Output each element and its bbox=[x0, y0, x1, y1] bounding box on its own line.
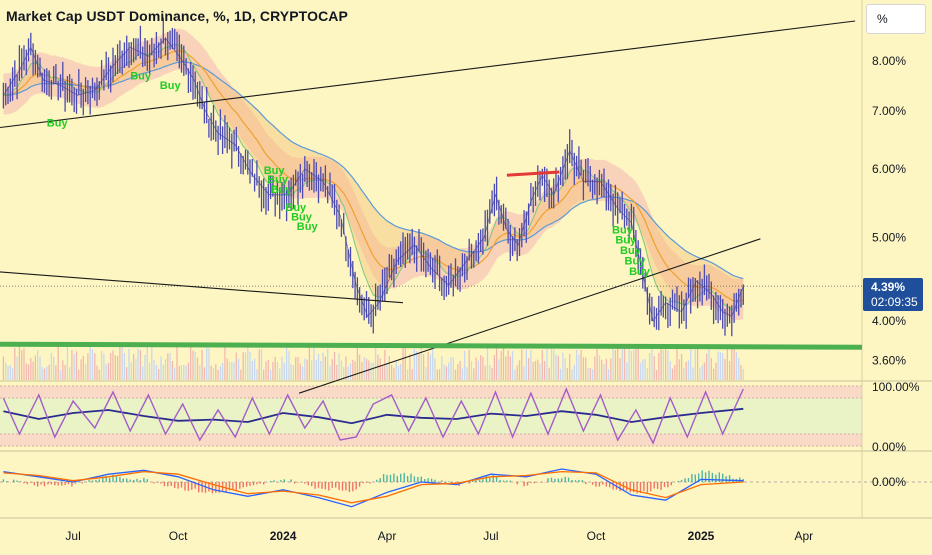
time-axis-tick-label: Jul bbox=[65, 529, 80, 543]
scale-mode-button[interactable]: % bbox=[866, 4, 926, 34]
price-axis-tick-label: 3.60% bbox=[872, 354, 906, 368]
scale-mode-label: % bbox=[877, 12, 888, 26]
buy-signal-label: Buy bbox=[47, 117, 69, 129]
time-axis-tick-label: Oct bbox=[169, 529, 188, 543]
buy-signal-label: Buy bbox=[160, 80, 182, 92]
oscillator-line-fast bbox=[2, 387, 744, 445]
buy-signal-label: Buy bbox=[615, 234, 637, 246]
time-axis-tick-label: Apr bbox=[794, 529, 813, 543]
time-axis-tick-label: Apr bbox=[378, 529, 397, 543]
price-axis-tick-label: 4.00% bbox=[872, 314, 906, 328]
price-series-line bbox=[3, 37, 744, 322]
time-axis-tick-label: Oct bbox=[587, 529, 606, 543]
oscillator-line-slow bbox=[3, 407, 744, 425]
moving-average-mid bbox=[3, 50, 744, 302]
buy-signal-label: Buy bbox=[620, 245, 642, 257]
buy-signal-label: Buy bbox=[629, 266, 651, 278]
buy-signal-label: Buy bbox=[271, 184, 293, 196]
trendline[interactable] bbox=[506, 170, 560, 177]
time-axis-tick-label: Jul bbox=[483, 529, 498, 543]
buy-signal-label: Buy bbox=[625, 256, 647, 268]
buy-signal-label: Buy bbox=[130, 70, 152, 82]
osc-overbought-band bbox=[0, 386, 862, 398]
last-price-tag: 4.39% 02:09:35 bbox=[863, 278, 923, 311]
osc-oversold-band bbox=[0, 434, 862, 446]
price-axis-tick-label: 7.00% bbox=[872, 104, 906, 118]
price-axis-tick-label: 5.00% bbox=[872, 230, 906, 244]
buy-signal-label: Buy bbox=[291, 211, 313, 223]
bar-countdown: 02:09:35 bbox=[871, 295, 918, 309]
price-axis-tick-label: 6.00% bbox=[872, 162, 906, 176]
oscillator-axis-tick-label: 0.00% bbox=[872, 440, 906, 454]
buy-signal-label: Buy bbox=[612, 225, 634, 237]
chart-title: Market Cap USDT Dominance, %, 1D, CRYPTO… bbox=[6, 8, 348, 24]
time-axis-tick-label: 2024 bbox=[270, 529, 297, 543]
buy-signal-label: Buy bbox=[267, 174, 289, 186]
macd-axis-tick-label: 0.00% bbox=[872, 475, 906, 489]
last-price-value: 4.39% bbox=[871, 280, 906, 294]
time-axis-tick-label: 2025 bbox=[688, 529, 715, 543]
buy-signal-label: Buy bbox=[297, 221, 319, 233]
price-axis-tick-label: 8.00% bbox=[872, 54, 906, 68]
trendline[interactable] bbox=[298, 238, 761, 394]
buy-signal-label: Buy bbox=[285, 202, 307, 214]
trendline[interactable] bbox=[0, 271, 404, 304]
buy-signal-label: Buy bbox=[264, 165, 286, 177]
trendline[interactable] bbox=[0, 20, 856, 129]
macd-signal-line bbox=[3, 470, 744, 504]
oscillator-axis-tick-label: 100.00% bbox=[872, 380, 920, 394]
trendline[interactable] bbox=[0, 341, 863, 350]
